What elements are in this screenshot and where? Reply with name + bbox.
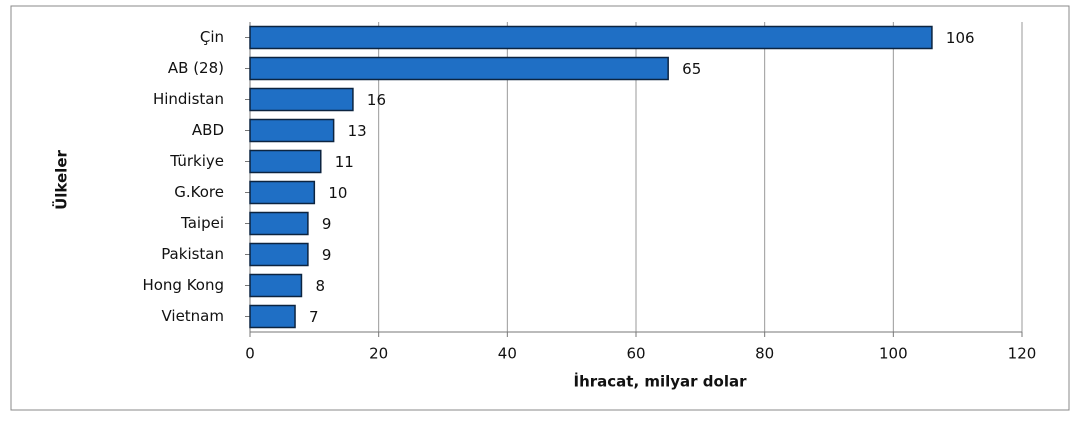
x-tick-label: 80 — [755, 345, 774, 363]
y-tick-label: AB (28) — [168, 59, 224, 77]
data-label: 8 — [315, 277, 325, 295]
bar — [249, 149, 322, 174]
data-label: 65 — [682, 60, 701, 78]
bar — [249, 180, 316, 205]
data-label: 10 — [328, 184, 347, 202]
bar — [249, 118, 335, 143]
y-tick-label: G.Kore — [174, 183, 224, 201]
y-tick-label: ABD — [192, 121, 224, 139]
x-tick-label: 60 — [626, 345, 645, 363]
y-tick-label: Çin — [200, 28, 224, 46]
x-tick-label: 120 — [1008, 345, 1037, 363]
x-tick-label: 40 — [498, 345, 517, 363]
y-tick-label: Vietnam — [161, 307, 224, 325]
bar — [249, 242, 309, 267]
y-tick-label: Taipei — [180, 214, 224, 232]
y-tick-label: Pakistan — [161, 245, 224, 263]
data-label: 13 — [348, 122, 367, 140]
y-tick-label: Hindistan — [153, 90, 224, 108]
bar — [249, 56, 669, 81]
data-label: 11 — [335, 153, 354, 171]
y-tick-label: Türkiye — [169, 152, 224, 170]
bar — [249, 304, 296, 329]
y-axis-title: Ülkeler — [52, 150, 71, 210]
bar — [249, 87, 354, 112]
x-axis-title: İhracat, milyar dolar — [573, 372, 747, 391]
data-label: 106 — [946, 29, 975, 47]
x-tick-label: 20 — [369, 345, 388, 363]
x-tick-label: 0 — [245, 345, 255, 363]
bar — [249, 273, 303, 298]
data-label: 9 — [322, 215, 332, 233]
bar — [249, 211, 309, 236]
data-label: 16 — [367, 91, 386, 109]
bar — [249, 25, 933, 50]
data-label: 9 — [322, 246, 332, 264]
data-label: 7 — [309, 308, 319, 326]
y-tick-label: Hong Kong — [142, 276, 224, 294]
x-tick-label: 100 — [879, 345, 908, 363]
